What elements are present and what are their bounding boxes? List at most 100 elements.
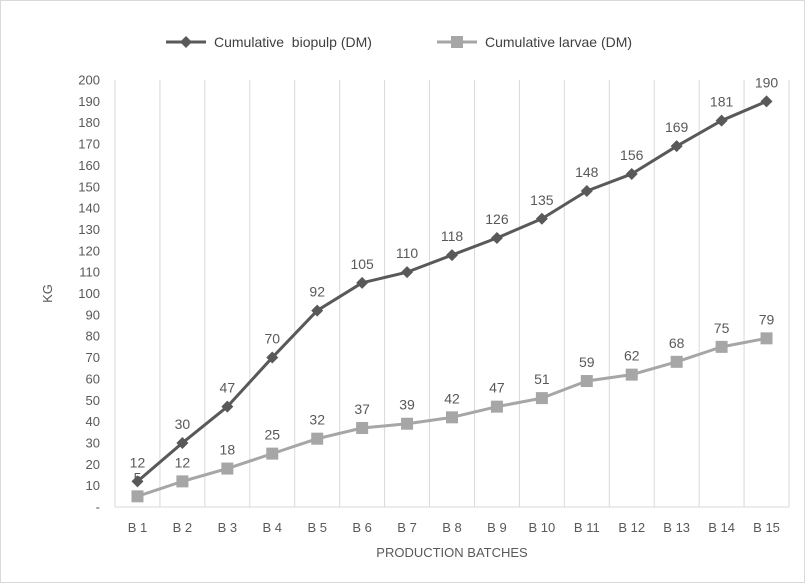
x-tick-label: B 5 <box>307 520 327 535</box>
data-label: 75 <box>714 320 730 336</box>
x-tick-label: B 10 <box>528 520 555 535</box>
data-label: 70 <box>264 331 280 347</box>
data-label: 51 <box>534 371 550 387</box>
legend-label: Cumulative larvae (DM) <box>485 34 632 50</box>
data-point <box>580 375 593 388</box>
data-label: 12 <box>130 454 146 470</box>
y-tick-label: 150 <box>78 179 100 194</box>
y-tick-label: 60 <box>86 371 100 386</box>
y-tick-label: 110 <box>79 265 100 280</box>
legend-item: Cumulative larvae (DM) <box>437 34 632 50</box>
data-point <box>131 475 144 488</box>
y-tick-label: 20 <box>86 457 100 472</box>
legend: Cumulative biopulp (DM) Cumulative larvae… <box>166 34 632 50</box>
data-label: 47 <box>489 380 505 396</box>
x-tick-label: B 1 <box>128 520 148 535</box>
data-label: 62 <box>624 348 640 364</box>
x-tick-label: B 13 <box>663 520 690 535</box>
data-label: 79 <box>759 311 775 327</box>
data-point <box>625 368 638 381</box>
data-point <box>221 400 234 413</box>
data-label: 105 <box>350 256 374 272</box>
data-label: 30 <box>175 416 191 432</box>
data-point <box>266 447 279 460</box>
data-point <box>760 95 773 108</box>
data-labels: 12 30 47 70 92 105 110 118 126 135 148 156 169 181 190… <box>130 74 779 485</box>
x-axis-title: PRODUCTION BATCHES <box>376 545 528 560</box>
y-tick-label: 80 <box>86 329 100 344</box>
y-tick-label: 70 <box>86 350 100 365</box>
y-tick-label: 50 <box>86 393 100 408</box>
data-point <box>221 462 234 475</box>
data-label: 37 <box>354 401 370 417</box>
y-axis-title: KG <box>40 284 55 303</box>
legend-label: Cumulative biopulp (DM) <box>214 34 372 50</box>
data-label: 110 <box>396 245 419 261</box>
x-tick-label: B 14 <box>708 520 735 535</box>
y-tick-label: 160 <box>78 158 100 173</box>
data-point <box>311 304 324 317</box>
x-tick-label: B 7 <box>397 520 417 535</box>
data-label: 68 <box>669 335 685 351</box>
y-tick-label: 120 <box>78 243 100 258</box>
series-layer <box>131 95 773 503</box>
grid-lines <box>114 80 790 507</box>
data-point <box>176 436 189 449</box>
x-tick-label: B 3 <box>218 520 238 535</box>
data-label: 135 <box>530 192 554 208</box>
y-tick-label: 100 <box>78 286 100 301</box>
y-tick-label: 180 <box>78 115 100 130</box>
data-label: 118 <box>441 228 464 244</box>
data-point <box>131 490 144 503</box>
data-point <box>176 475 189 488</box>
y-tick-label: 40 <box>86 414 100 429</box>
series-larvae <box>131 332 773 503</box>
x-tick-label: B 12 <box>618 520 645 535</box>
data-label: 12 <box>175 454 191 470</box>
data-point <box>625 167 638 180</box>
data-point <box>670 355 683 368</box>
data-label: 169 <box>665 119 689 135</box>
data-point <box>490 231 503 244</box>
y-tick-label: - <box>96 500 100 515</box>
data-point <box>401 417 414 430</box>
data-label: 39 <box>399 397 415 413</box>
y-tick-label: 10 <box>86 478 100 493</box>
axes: - 10 20 30 40 50 60 70 80 90 100 110 120 130 140 150 160… <box>78 73 789 535</box>
data-label: 190 <box>755 74 779 90</box>
y-tick-label: 130 <box>78 222 100 237</box>
y-tick-label: 170 <box>78 137 100 152</box>
x-tick-label: B 2 <box>173 520 193 535</box>
data-point <box>715 340 728 353</box>
data-label: 59 <box>579 354 595 370</box>
data-point <box>356 422 369 435</box>
x-tick-label: B 9 <box>487 520 507 535</box>
data-label: 126 <box>485 211 509 227</box>
data-point <box>446 411 458 424</box>
data-label: 32 <box>309 412 325 428</box>
y-tick-label: 140 <box>78 201 100 216</box>
data-label: 148 <box>575 164 599 180</box>
y-tick-label: 90 <box>86 307 100 322</box>
series-biopulp <box>131 95 773 488</box>
data-point <box>535 212 548 225</box>
data-label: 18 <box>220 442 236 458</box>
y-tick-label: 30 <box>86 435 100 450</box>
data-point <box>356 276 369 289</box>
legend-marker <box>180 36 192 48</box>
data-point <box>311 432 324 445</box>
legend-item: Cumulative biopulp (DM) <box>166 34 372 50</box>
y-tick-label: 190 <box>78 94 100 109</box>
data-label: 156 <box>620 147 644 163</box>
data-point <box>670 140 683 153</box>
data-point <box>760 332 773 345</box>
y-tick-label: 200 <box>78 73 100 88</box>
x-tick-label: B 4 <box>263 520 283 535</box>
legend-marker <box>451 36 463 48</box>
data-label: 92 <box>309 284 325 300</box>
x-tick-label: B 15 <box>753 520 780 535</box>
data-point <box>490 400 503 413</box>
